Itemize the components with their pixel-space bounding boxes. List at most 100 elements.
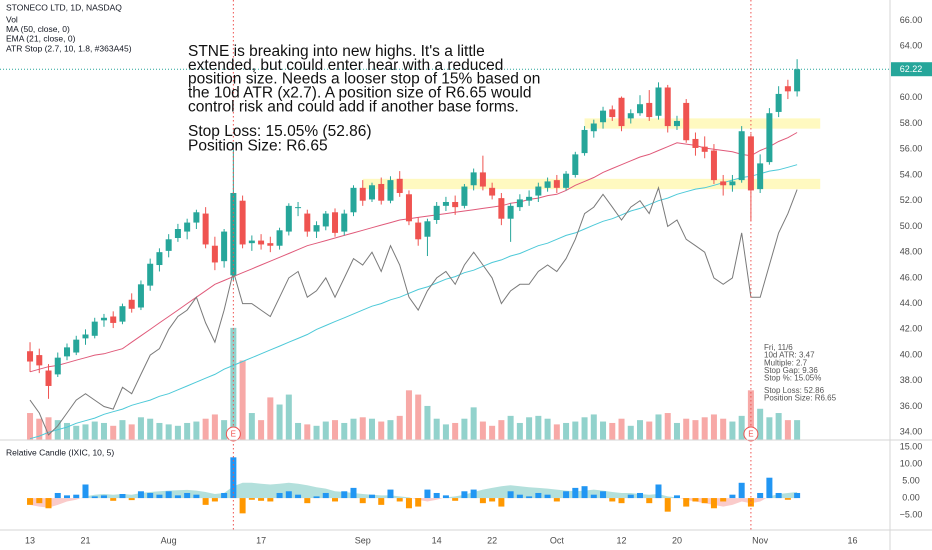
info-line: Fri, 11/6 (764, 343, 793, 352)
x-tick-label: 16 (848, 535, 858, 545)
area (30, 482, 798, 508)
candle-body (701, 146, 708, 152)
note-summary: Position Size: R6.65 (188, 138, 328, 155)
bar (470, 489, 477, 499)
candle-body (590, 123, 597, 132)
bar (544, 494, 551, 499)
volume-bar (627, 425, 634, 440)
bar (396, 498, 403, 502)
bar (692, 498, 699, 502)
volume-bar (609, 422, 616, 440)
candle-body (359, 187, 366, 201)
volume-bar (572, 421, 579, 440)
volume-bar (720, 418, 727, 440)
y-tick-label: 15.00 (900, 442, 923, 452)
volume-bar (350, 418, 357, 440)
x-tick-label: 12 (617, 535, 627, 545)
volume-bar (479, 421, 486, 440)
candle-body (452, 201, 459, 208)
note-line: STNE is breaking into new highs. It's a … (188, 43, 485, 60)
volume-bar (202, 418, 209, 440)
volume-bar (692, 420, 699, 440)
bar (461, 491, 468, 499)
candle-body (637, 104, 644, 114)
candle-body (100, 317, 107, 321)
candle-body (110, 316, 117, 323)
candle-body (673, 120, 680, 127)
bar (64, 495, 71, 499)
candle-body (295, 207, 302, 209)
volume-bar (258, 420, 265, 440)
candle-body (202, 213, 209, 245)
bar (720, 498, 727, 502)
bar (350, 487, 357, 499)
candle-body (757, 163, 764, 190)
candle-body (646, 102, 653, 118)
volume-bar (664, 413, 671, 440)
bar (701, 498, 708, 504)
y-tick-label: 56.00 (900, 144, 923, 154)
x-tick-label: 17 (256, 535, 266, 545)
bar (479, 498, 486, 504)
candle-body (119, 306, 126, 322)
volume-bar (221, 420, 228, 440)
note-summary: Stop Loss: 15.05% (52.86) (188, 123, 372, 140)
volume-bar (396, 415, 403, 440)
volume-bar (498, 420, 505, 440)
candle-body (516, 199, 523, 208)
volume-bar (128, 424, 135, 440)
bar (230, 457, 237, 499)
candle-body (64, 347, 71, 357)
volume-bar (535, 415, 542, 440)
candle-body (304, 213, 311, 232)
volume-bar (91, 421, 98, 440)
y-tick-label: 40.00 (900, 349, 923, 359)
bar (147, 492, 154, 499)
candle-body (165, 239, 172, 251)
volume-bar (553, 424, 560, 440)
candle-body (211, 245, 218, 263)
x-tick-label: Oct (550, 535, 565, 545)
bar (239, 498, 246, 514)
bar (119, 494, 126, 499)
bar (82, 484, 89, 499)
candle-body (221, 231, 228, 262)
info-line: Multiple: 2.7 (764, 358, 808, 367)
volume-bar (359, 417, 366, 440)
volume-bar (405, 390, 412, 440)
event-label: E (231, 430, 236, 439)
last-price-label: 62.22 (900, 64, 923, 74)
note-line: extended, but could enter hear with a re… (188, 57, 503, 74)
bar (387, 489, 394, 499)
x-tick-label: Nov (752, 535, 769, 545)
volume-bar (747, 390, 754, 440)
candle-body (36, 355, 43, 366)
bar (165, 491, 172, 499)
candle-body (683, 102, 690, 141)
volume-bar (36, 418, 43, 440)
candle-body (313, 225, 320, 232)
volume-bar (784, 420, 791, 440)
info-result: Position Size: R6.65 (764, 394, 837, 403)
y-tick-label: 48.00 (900, 247, 923, 257)
overlay: 34.00 36.00 38.00 40.00 42.00 44.00 46.00 48.00… (6, 0, 932, 545)
volume-bar (794, 420, 801, 440)
bar (156, 494, 163, 499)
bar (341, 491, 348, 499)
y-tick-label: 54.00 (900, 169, 923, 179)
bar (424, 489, 431, 499)
info-line: 10d ATR: 3.47 (764, 351, 815, 360)
bar (572, 487, 579, 499)
candle-body (710, 150, 717, 181)
candle-body (544, 181, 551, 188)
legend-entry: MA (50, close, 0) (6, 24, 70, 34)
y-tick-label: 50.00 (900, 221, 923, 231)
bar (673, 495, 680, 499)
volume-bar (489, 425, 496, 440)
y-tick-label: 52.00 (900, 195, 923, 205)
candle-body (128, 299, 135, 309)
last-price-box (891, 62, 932, 77)
volume-bar (433, 418, 440, 440)
volume-bar (618, 418, 625, 440)
